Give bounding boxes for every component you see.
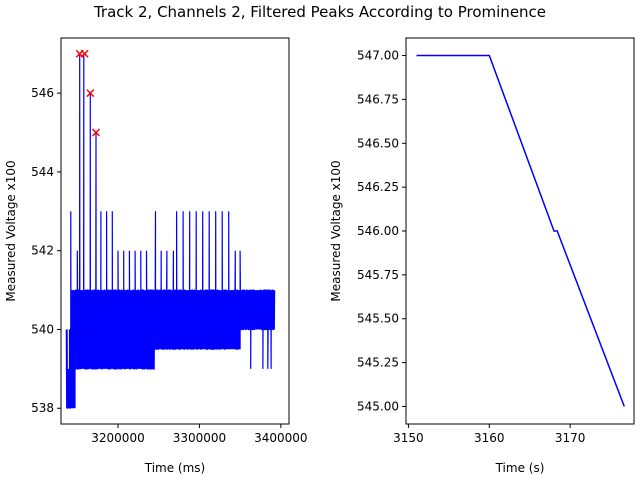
left-y-tick-label: 538 xyxy=(31,401,54,415)
left-y-tick-label: 542 xyxy=(31,244,54,258)
right-y-tick-label: 545.25 xyxy=(357,356,399,370)
left-y-tick-label: 540 xyxy=(31,322,54,336)
left-y-tick-label: 544 xyxy=(31,165,54,179)
figure-title: Track 2, Channels 2, Filtered Peaks Acco… xyxy=(93,3,546,21)
right-y-tick-label: 546.25 xyxy=(357,180,399,194)
peak-marker xyxy=(91,128,101,137)
right-voltage-line xyxy=(416,54,626,407)
left-y-tick-label: 546 xyxy=(31,86,54,100)
left-plot-area xyxy=(65,49,276,409)
right-y-tick-label: 546.75 xyxy=(357,92,399,106)
right-x-ticks: 3150 3160 3170 xyxy=(393,424,585,445)
right-y-tick-label: 547.00 xyxy=(357,49,399,63)
right-x-axis-label: Time (s) xyxy=(495,461,545,475)
right-y-tick-label: 546.50 xyxy=(357,136,399,150)
left-signal-line xyxy=(65,53,276,409)
right-x-tick-label: 3170 xyxy=(555,431,586,445)
right-plot-area xyxy=(416,54,626,407)
right-y-tick-label: 545.50 xyxy=(357,312,399,326)
right-y-tick-label: 545.00 xyxy=(357,399,399,413)
peak-marker xyxy=(86,89,95,98)
right-x-tick-label: 3160 xyxy=(474,431,505,445)
right-y-ticks: 545.00 545.25 545.50 545.75 546.00 546.25 546.… xyxy=(357,49,406,413)
left-x-axis-label: Time (ms) xyxy=(144,461,206,475)
left-x-tick-label: 3400000 xyxy=(254,431,307,445)
left-plot: 3200000 3300000 3400000 538 540 542 544 546 Ti… xyxy=(4,37,308,475)
right-y-tick-label: 545.75 xyxy=(357,268,399,282)
right-y-tick-label: 546.00 xyxy=(357,224,399,238)
left-x-tick-label: 3200000 xyxy=(91,431,144,445)
left-axes-frame xyxy=(60,37,290,425)
left-x-tick-label: 3300000 xyxy=(173,431,226,445)
peak-marker xyxy=(80,49,89,58)
right-plot: 3150 3160 3170 545.00 545.25 545.50 545.75 546… xyxy=(329,37,635,475)
right-x-tick-label: 3150 xyxy=(393,431,424,445)
left-y-axis-label: Measured Voltage x100 xyxy=(4,160,18,301)
right-y-axis-label: Measured Voltage x100 xyxy=(329,160,343,301)
left-x-ticks: 3200000 3300000 3400000 xyxy=(91,424,308,445)
right-axes-frame xyxy=(405,37,635,425)
left-y-ticks: 538 540 542 544 546 xyxy=(31,86,61,415)
